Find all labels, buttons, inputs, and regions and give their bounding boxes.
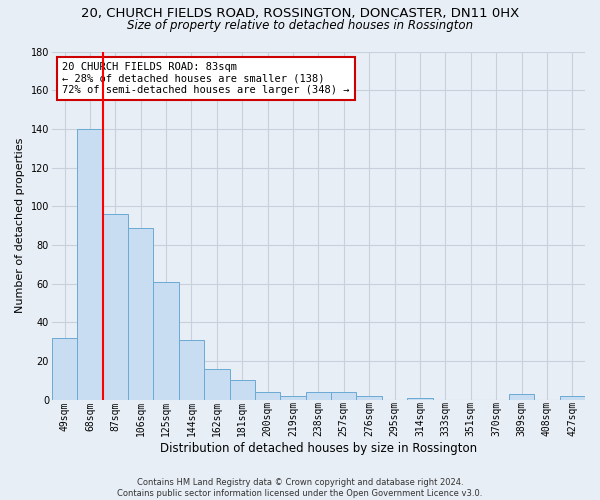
- Bar: [52, 338, 77, 400]
- Bar: [356, 396, 382, 400]
- Bar: [255, 392, 280, 400]
- Bar: [509, 394, 534, 400]
- Bar: [77, 129, 103, 400]
- Bar: [128, 228, 154, 400]
- Bar: [331, 392, 356, 400]
- Bar: [560, 396, 585, 400]
- Text: 20, CHURCH FIELDS ROAD, ROSSINGTON, DONCASTER, DN11 0HX: 20, CHURCH FIELDS ROAD, ROSSINGTON, DONC…: [81, 8, 519, 20]
- Bar: [179, 340, 204, 400]
- Bar: [103, 214, 128, 400]
- X-axis label: Distribution of detached houses by size in Rossington: Distribution of detached houses by size …: [160, 442, 477, 455]
- Text: Size of property relative to detached houses in Rossington: Size of property relative to detached ho…: [127, 19, 473, 32]
- Text: Contains HM Land Registry data © Crown copyright and database right 2024.
Contai: Contains HM Land Registry data © Crown c…: [118, 478, 482, 498]
- Y-axis label: Number of detached properties: Number of detached properties: [15, 138, 25, 314]
- Bar: [407, 398, 433, 400]
- Bar: [280, 396, 306, 400]
- Bar: [154, 282, 179, 400]
- Bar: [230, 380, 255, 400]
- Bar: [204, 369, 230, 400]
- Bar: [306, 392, 331, 400]
- Text: 20 CHURCH FIELDS ROAD: 83sqm
← 28% of detached houses are smaller (138)
72% of s: 20 CHURCH FIELDS ROAD: 83sqm ← 28% of de…: [62, 62, 350, 95]
